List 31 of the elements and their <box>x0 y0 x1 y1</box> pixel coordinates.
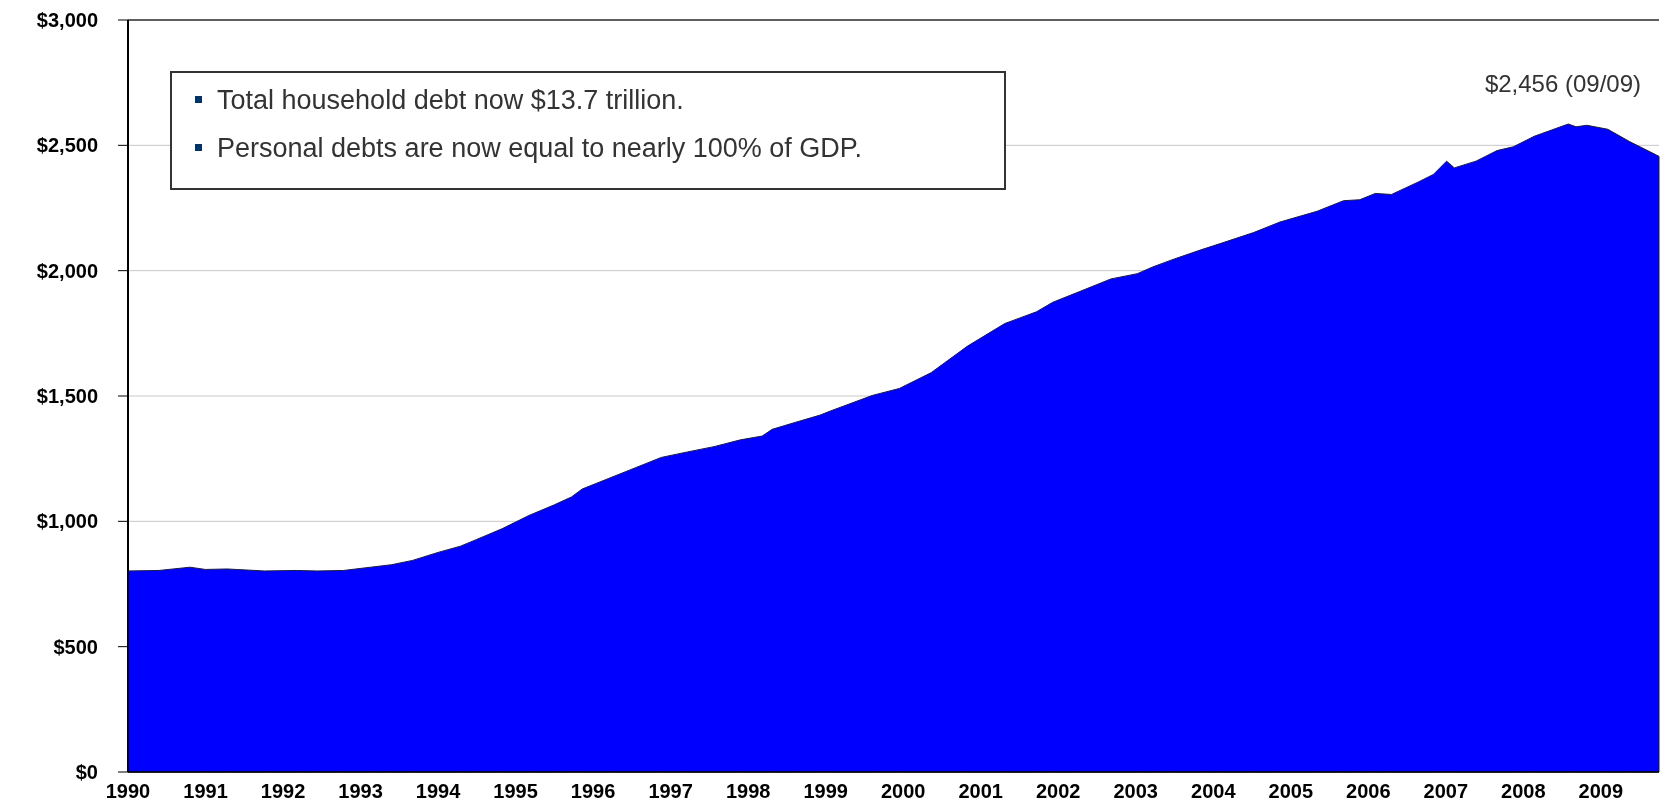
annotation: $2,456 (09/09) <box>1484 69 1641 97</box>
y-tick-label: $500 <box>53 635 98 658</box>
x-tick-label: 1997 <box>648 780 693 802</box>
x-tick-label: 1992 <box>260 780 306 802</box>
x-tick-label: 1995 <box>493 780 538 802</box>
y-tick-label: $1,500 <box>36 385 98 407</box>
y-tick-label: $1,000 <box>36 510 98 533</box>
x-tick-label: 1991 <box>183 780 228 802</box>
y-tick-label: $3,000 <box>36 9 98 31</box>
x-tick-label: 1990 <box>105 780 151 802</box>
x-tick-label: 2002 <box>1035 780 1081 802</box>
x-tick-label: 2003 <box>1113 780 1158 802</box>
x-tick-label: 1999 <box>803 780 848 802</box>
x-tick-label: 1998 <box>725 780 771 802</box>
x-tick-label: 2001 <box>958 780 1003 802</box>
x-tick-label: 2008 <box>1501 780 1546 802</box>
y-tick-label: $2,000 <box>36 259 98 282</box>
x-tick-label: 1994 <box>415 780 462 802</box>
x-tick-label: 2004 <box>1191 780 1237 802</box>
x-tick-label: 2006 <box>1346 780 1391 802</box>
x-tick-label: 2009 <box>1578 780 1624 802</box>
text-box: Total household debt now $13.7 trillion. Personal debts are now equal to nearly 100% of GDP. <box>170 71 1006 190</box>
x-tick-label: 2007 <box>1423 780 1469 802</box>
x-tick-label: 2005 <box>1268 780 1314 802</box>
x-tick-label: 2000 <box>880 780 926 802</box>
x-tick-label: 1993 <box>338 780 383 802</box>
annotation: Total household debt now $13.7 trillion. <box>217 85 684 116</box>
y-tick-label: $2,500 <box>36 134 98 157</box>
annotation: Personal debts are now equal to nearly 100% of GDP. <box>217 133 862 164</box>
y-tick-label: $0 <box>75 761 98 783</box>
x-tick-label: 1996 <box>570 780 616 802</box>
